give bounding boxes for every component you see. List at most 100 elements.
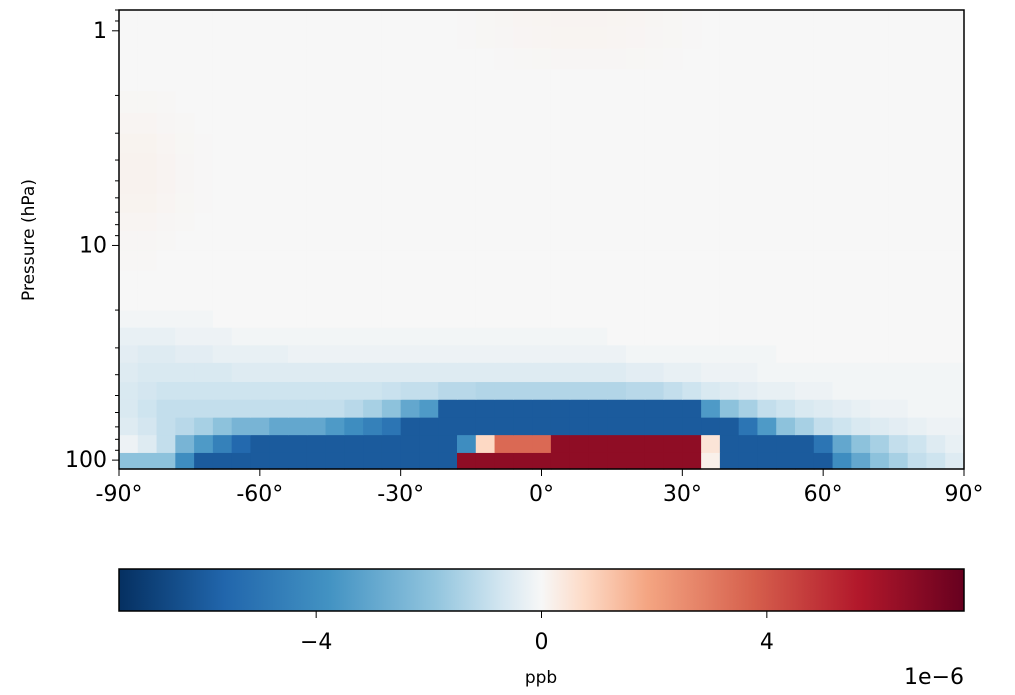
heatmap-cell [419, 47, 439, 70]
heatmap-cell [306, 417, 327, 436]
heatmap-cell [419, 381, 439, 400]
heatmap-cell [438, 173, 458, 194]
heatmap-cell [400, 68, 421, 92]
heatmap-cell [851, 90, 871, 114]
heatmap-cell [795, 289, 815, 311]
heatmap-cell [588, 47, 608, 70]
heatmap-cell [269, 90, 289, 114]
heatmap-cell [851, 269, 871, 290]
heatmap-cell [663, 10, 683, 27]
heatmap-cell [588, 289, 608, 311]
heatmap-cell [926, 362, 946, 383]
heatmap-cell [588, 417, 608, 436]
heatmap-cell [363, 417, 383, 436]
heatmap-cell [175, 193, 195, 213]
heatmap-cell [137, 399, 158, 418]
heatmap-cell [757, 399, 777, 418]
heatmap-cell [644, 250, 665, 271]
heatmap-cell [926, 399, 946, 418]
heatmap-cell [231, 133, 252, 154]
heatmap-cell [926, 327, 946, 346]
heatmap-cell [945, 289, 965, 311]
heatmap-cell [325, 452, 345, 470]
heatmap-cell [231, 434, 252, 453]
heatmap-cell [344, 90, 364, 114]
heatmap-cell [381, 47, 402, 70]
heatmap-cell [381, 381, 402, 400]
heatmap-cell [795, 152, 815, 174]
heatmap-cell [119, 193, 139, 213]
heatmap-cell [607, 434, 627, 453]
heatmap-cell [381, 10, 402, 27]
heatmap-cell [363, 133, 383, 154]
heatmap-cell [269, 133, 289, 154]
heatmap-cell [870, 434, 890, 453]
heatmap-cell [607, 417, 627, 436]
heatmap-cell [212, 193, 233, 213]
heatmap-cell [513, 399, 533, 418]
heatmap-cell [945, 230, 965, 251]
heatmap-cell [475, 68, 496, 92]
heatmap-cell [494, 26, 514, 49]
heatmap-cell [870, 344, 890, 363]
heatmap-cell [212, 310, 233, 328]
heatmap-cell [569, 327, 590, 346]
heatmap-cell [607, 133, 627, 154]
heatmap-cell [306, 212, 327, 231]
heatmap-cell [644, 327, 665, 346]
heatmap-cell [851, 417, 871, 436]
heatmap-cell [870, 250, 890, 271]
heatmap-cell [288, 452, 308, 470]
heatmap-cell [194, 434, 214, 453]
heatmap-cell [550, 90, 571, 114]
heatmap-cell [494, 112, 514, 134]
heatmap-cell [888, 250, 909, 271]
heatmap-cell [194, 310, 214, 328]
heatmap-cell [719, 10, 740, 27]
heatmap-cell [832, 344, 852, 363]
heatmap-cell [513, 212, 533, 231]
heatmap-cell [438, 10, 458, 27]
heatmap-cell [588, 90, 608, 114]
heatmap-cell [325, 362, 345, 383]
heatmap-cell [269, 344, 289, 363]
heatmap-cell [194, 26, 214, 49]
heatmap-cell [494, 310, 514, 328]
heatmap-cell [626, 47, 646, 70]
heatmap-cell [175, 10, 195, 27]
heatmap-cell [194, 152, 214, 174]
heatmap-cell [306, 452, 327, 470]
heatmap-cell [832, 250, 852, 271]
heatmap-cell [888, 269, 909, 290]
heatmap-cell [419, 417, 439, 436]
heatmap-cell [419, 173, 439, 194]
heatmap-cell [550, 250, 571, 271]
heatmap-cell [119, 310, 139, 328]
heatmap-cell [288, 112, 308, 134]
heatmap-cell [306, 269, 327, 290]
heatmap-cell [306, 90, 327, 114]
heatmap-cell [325, 381, 345, 400]
heatmap-cell [795, 381, 815, 400]
heatmap-cell [344, 230, 364, 251]
heatmap-cell [419, 68, 439, 92]
heatmap-cell [795, 417, 815, 436]
heatmap-cell [269, 212, 289, 231]
heatmap-cell [344, 173, 364, 194]
heatmap-cell [738, 452, 759, 470]
heatmap-cell [550, 26, 571, 49]
heatmap-cell [231, 327, 252, 346]
heatmap-cell [137, 434, 158, 453]
heatmap-cell [325, 68, 345, 92]
heatmap-cell [776, 327, 796, 346]
heatmap-cell [569, 152, 590, 174]
heatmap-cell [513, 68, 533, 92]
heatmap-cell [532, 434, 552, 453]
heatmap-cell [832, 434, 852, 453]
heatmap-cell [588, 327, 608, 346]
heatmap-cell [776, 10, 796, 27]
heatmap-cell [400, 362, 421, 383]
heatmap-cell [888, 289, 909, 311]
heatmap-cell [550, 212, 571, 231]
heatmap-cell [701, 381, 721, 400]
